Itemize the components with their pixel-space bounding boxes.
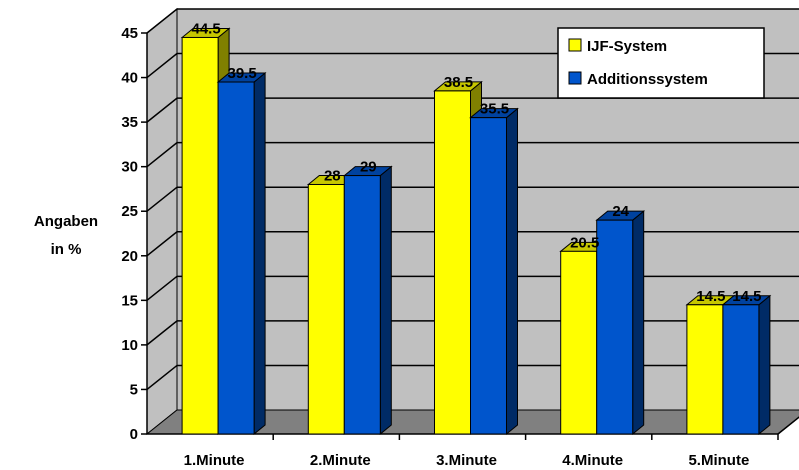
data-label: 39.5 (227, 65, 256, 82)
x-tick-label: 1.Minute (184, 452, 245, 469)
y-tick-label: 10 (121, 337, 138, 354)
bar-front-face (561, 251, 597, 434)
data-label: 14.5 (732, 288, 761, 305)
bar-front-face (308, 184, 344, 434)
legend-label-addition: Additionssystem (587, 71, 708, 88)
x-tick-label: 4.Minute (562, 452, 623, 469)
bar-Additionssystem-2.Minute (344, 167, 391, 434)
legend-swatch-ijf (569, 39, 581, 51)
bar-front-face (687, 305, 723, 434)
bar-Additionssystem-5.Minute (723, 296, 770, 434)
y-axis-label-line-2: in % (51, 241, 82, 258)
y-tick-label: 20 (121, 248, 138, 265)
y-axis-label-line-1: Angaben (34, 213, 98, 230)
data-label: 20.5 (570, 234, 599, 251)
data-label: 35.5 (480, 101, 509, 118)
y-tick-label: 25 (121, 203, 138, 220)
y-tick-label: 5 (130, 381, 138, 398)
y-axis-label: Angaben in % (34, 213, 98, 258)
bar-side-face (633, 211, 644, 434)
y-tick-label: 30 (121, 159, 138, 176)
data-label: 38.5 (444, 74, 473, 91)
side-wall (147, 9, 177, 434)
bar-side-face (507, 109, 518, 434)
data-label: 24 (612, 203, 629, 220)
y-tick-label: 45 (121, 25, 138, 42)
data-label: 29 (360, 159, 377, 176)
bar-front-face (218, 82, 254, 434)
bar-front-face (344, 176, 380, 434)
data-label: 28 (324, 167, 341, 184)
bar-front-face (597, 220, 633, 434)
bar-front-face (471, 118, 507, 434)
y-tick-label: 35 (121, 114, 138, 131)
legend: IJF-System Additionssystem (558, 28, 764, 98)
x-tick-label: 3.Minute (436, 452, 497, 469)
y-tick-label: 40 (121, 70, 138, 87)
bar-front-face (182, 37, 218, 434)
x-tick-label: 2.Minute (310, 452, 371, 469)
bar-Additionssystem-1.Minute (218, 73, 265, 434)
y-tick-label: 0 (130, 426, 138, 443)
legend-swatch-addition (569, 72, 581, 84)
data-label: 44.5 (191, 20, 220, 37)
bar-Additionssystem-4.Minute (597, 211, 644, 434)
y-tick-label: 15 (121, 292, 138, 309)
bar-side-face (380, 167, 391, 434)
x-tick-label: 5.Minute (688, 452, 749, 469)
legend-label-ijf: IJF-System (587, 38, 667, 55)
bar-front-face (723, 305, 759, 434)
data-label: 14.5 (696, 288, 725, 305)
bar-side-face (759, 296, 770, 434)
bar-Additionssystem-3.Minute (471, 109, 518, 434)
bar-side-face (254, 73, 265, 434)
bar-front-face (435, 91, 471, 434)
